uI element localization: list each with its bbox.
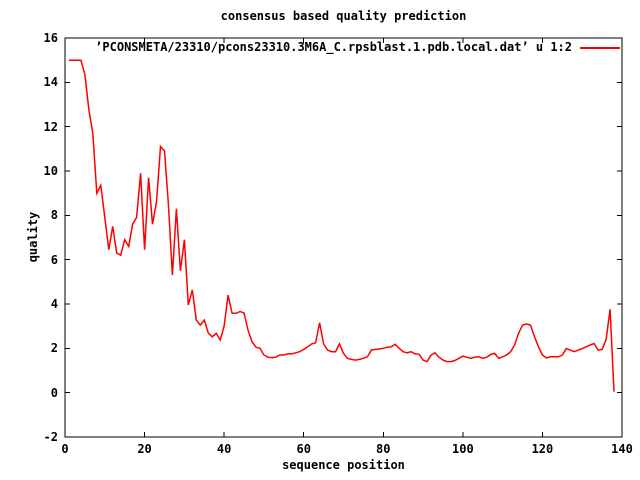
x-tick-label: 100	[452, 442, 474, 456]
x-tick-label: 60	[296, 442, 311, 456]
quality-curve	[69, 59, 615, 392]
y-tick-label: 16	[43, 31, 58, 45]
legend-line-sample	[580, 46, 620, 49]
y-tick-label: -2	[43, 430, 58, 444]
y-tick-label: 14	[43, 75, 58, 90]
x-tick-label: 40	[216, 442, 232, 456]
y-tick-label: 6	[50, 252, 58, 267]
x-tick-label: 120	[531, 442, 554, 456]
y-axis-label: quality	[26, 211, 40, 263]
x-tick-label: 140	[611, 442, 633, 456]
y-tick-label: 8	[50, 208, 58, 223]
x-tick-label: 0	[61, 442, 69, 456]
y-tick-label: 0	[50, 385, 58, 400]
y-tick-label: 4	[50, 297, 58, 311]
chart-title: consensus based quality prediction	[220, 9, 467, 23]
legend-label: ’PCONSMETA/23310/pcons23310.3M6A_C.rpsbl…	[95, 40, 572, 54]
y-tick-label: 12	[43, 119, 58, 134]
x-tick-label: 20	[137, 442, 152, 456]
plot-border	[64, 37, 623, 438]
legend: ’PCONSMETA/23310/pcons23310.3M6A_C.rpsbl…	[95, 41, 620, 54]
y-tick-label: 10	[43, 164, 58, 178]
x-axis-label: sequence position	[282, 458, 405, 472]
y-tick-label: 2	[50, 341, 58, 356]
x-tick-label: 80	[376, 442, 391, 456]
